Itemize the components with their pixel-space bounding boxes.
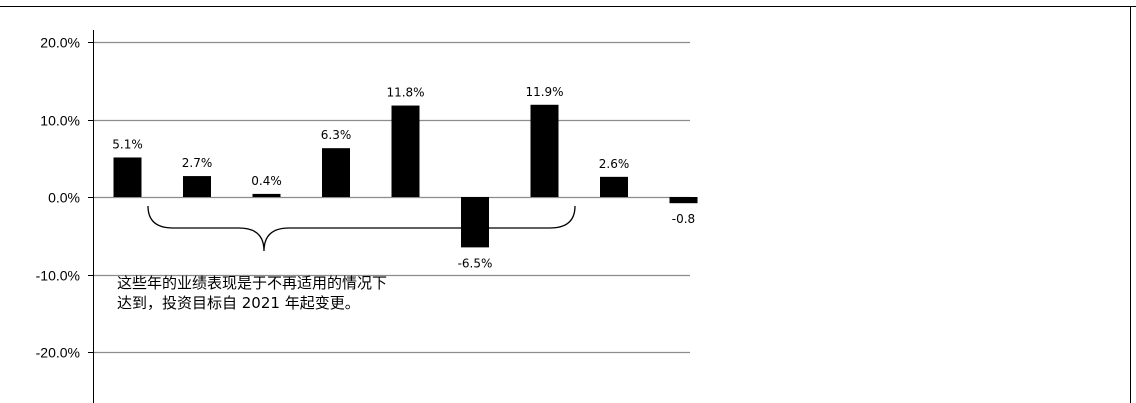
y-tick-label: -20.0% — [36, 345, 80, 361]
y-tick-label: 0.0% — [48, 190, 80, 206]
annotation-brace — [147, 205, 576, 252]
bar — [461, 197, 489, 248]
bar — [530, 104, 559, 197]
y-tick-label: 10.0% — [40, 113, 80, 129]
y-tick-label: 20.0% — [40, 35, 80, 51]
data-label: 2.6% — [599, 157, 630, 171]
data-label: 11.9% — [525, 85, 563, 99]
data-label: 11.8% — [386, 86, 424, 100]
gridlines — [93, 41, 690, 354]
annotation-line-1: 这些年的业绩表现是于不再适用的情况下 — [117, 274, 387, 292]
data-labels: 5.1% 2.7% 0.4% 6.3% 11.8% -6.5% 11.9% 2.6% -0.8 — [112, 85, 695, 271]
y-axis: 20.0% 10.0% 0.0% -10.0% -20.0% — [36, 30, 94, 403]
bar — [113, 157, 142, 197]
bar — [322, 148, 350, 197]
annotation: 这些年的业绩表现是于不再适用的情况下 达到，投资目标自 2021 年起变更。 — [117, 274, 387, 312]
data-label: 2.7% — [182, 156, 213, 170]
bar — [391, 105, 420, 197]
y-tick-label: -10.0% — [36, 268, 80, 284]
data-label: 6.3% — [321, 128, 352, 142]
bar — [669, 197, 698, 204]
data-label: -0.8 — [672, 212, 695, 226]
data-label: -6.5% — [458, 256, 493, 270]
data-label: 0.4% — [251, 174, 282, 188]
data-label: 5.1% — [112, 137, 143, 151]
bar — [183, 176, 211, 197]
annotation-line-2: 达到，投资目标自 2021 年起变更。 — [117, 294, 360, 312]
bar-series — [113, 104, 698, 248]
bar — [600, 176, 628, 197]
bar — [252, 193, 281, 197]
